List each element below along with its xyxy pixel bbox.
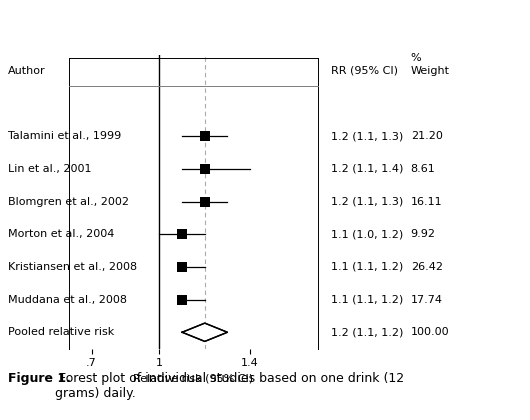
Point: [178, 264, 187, 270]
Text: 1.1 (1.0, 1.2): 1.1 (1.0, 1.2): [331, 229, 403, 239]
Text: Kristiansen et al., 2008: Kristiansen et al., 2008: [8, 262, 137, 272]
Point: [178, 231, 187, 238]
Text: Morton et al., 2004: Morton et al., 2004: [8, 229, 114, 239]
Text: 9.92: 9.92: [411, 229, 436, 239]
Text: Blomgren et al., 2002: Blomgren et al., 2002: [8, 197, 129, 207]
Text: Author: Author: [8, 66, 46, 76]
Text: 17.74: 17.74: [411, 294, 443, 304]
Text: Lin et al., 2001: Lin et al., 2001: [8, 164, 92, 174]
Text: 1.1 (1.1, 1.2): 1.1 (1.1, 1.2): [331, 294, 403, 304]
Text: 21.20: 21.20: [411, 131, 443, 141]
Text: 8.61: 8.61: [411, 164, 436, 174]
Point: [200, 133, 209, 139]
Text: Muddana et al., 2008: Muddana et al., 2008: [8, 294, 127, 304]
Point: [200, 198, 209, 205]
Point: [200, 165, 209, 172]
Text: Forest plot of individual studies based on one drink (12
grams) daily.: Forest plot of individual studies based …: [55, 372, 404, 400]
Text: 1.2 (1.1, 1.4): 1.2 (1.1, 1.4): [331, 164, 404, 174]
Text: 16.11: 16.11: [411, 197, 443, 207]
Text: RR (95% CI): RR (95% CI): [331, 66, 398, 76]
Text: 26.42: 26.42: [411, 262, 443, 272]
Text: 1.1 (1.1, 1.2): 1.1 (1.1, 1.2): [331, 262, 403, 272]
Text: Pooled relative risk: Pooled relative risk: [8, 327, 114, 337]
Polygon shape: [182, 323, 227, 341]
Point: [178, 296, 187, 303]
Text: 1.2 (1.1, 1.2): 1.2 (1.1, 1.2): [331, 327, 404, 337]
Text: Weight: Weight: [411, 66, 450, 76]
Text: Figure 1.: Figure 1.: [8, 372, 71, 385]
Text: 1.2 (1.1, 1.3): 1.2 (1.1, 1.3): [331, 131, 403, 141]
Text: %: %: [411, 53, 421, 63]
Text: 1.2 (1.1, 1.3): 1.2 (1.1, 1.3): [331, 197, 403, 207]
Text: Talamini et al., 1999: Talamini et al., 1999: [8, 131, 121, 141]
X-axis label: Relative risk (95% CI): Relative risk (95% CI): [134, 374, 253, 384]
Text: 100.00: 100.00: [411, 327, 449, 337]
